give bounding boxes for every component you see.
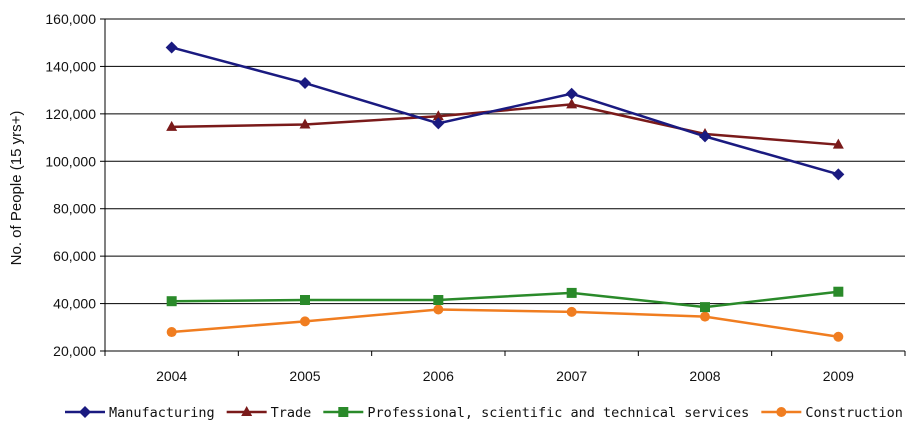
- y-tick-label: 20,000: [53, 343, 96, 359]
- professional-scientific-and-technical-services-point: [300, 295, 310, 306]
- series-trade: [166, 98, 844, 149]
- manufacturing-line: [171, 46, 839, 176]
- legend-label: Professional, scientific and technical s…: [367, 405, 749, 421]
- x-tick-label: 2006: [423, 368, 454, 384]
- construction-point: [300, 316, 310, 327]
- legend: Manufacturing Trade Professional, scientif…: [65, 405, 903, 421]
- construction-point: [166, 327, 177, 338]
- legend-item-construction: Construction: [761, 405, 903, 421]
- y-tick-label: 120,000: [45, 106, 96, 122]
- construction-point: [700, 311, 710, 322]
- y-tick-label: 160,000: [45, 11, 96, 27]
- professional-scientific-and-technical-services-point: [433, 295, 444, 306]
- x-tick-labels: 2004 2005 2006 2007 2008 2009: [156, 368, 854, 384]
- trade-point: [832, 138, 844, 149]
- series-manufacturing: [165, 41, 845, 181]
- legend-item-manufacturing: Manufacturing: [65, 405, 215, 421]
- professional-scientific-and-technical-services-point: [700, 302, 710, 313]
- professional-scientific-and-technical-services-point: [166, 296, 177, 307]
- manufacturing-point: [165, 41, 178, 54]
- trade-point: [566, 98, 578, 109]
- legend-label: Trade: [271, 405, 312, 421]
- legend-item-trade: Trade: [226, 405, 312, 421]
- y-axis-label: No. of People (15 yrs+): [8, 111, 25, 266]
- y-tick-labels: 20,000 40,000 60,000 80,000 100,000 120,000 14…: [45, 11, 96, 359]
- manufacturing-point: [832, 168, 845, 181]
- professional-scientific-and-technical-services-point: [833, 286, 844, 297]
- trade-point: [299, 118, 311, 129]
- series-professional-scientific-and-technical-services: [166, 286, 844, 313]
- x-tick-label: 2004: [156, 368, 187, 384]
- manufacturing-point: [299, 77, 311, 90]
- y-tick-label: 80,000: [53, 201, 96, 217]
- axes: [100, 18, 906, 356]
- legend-swatch-marker: [241, 406, 253, 416]
- construction-point: [833, 331, 844, 342]
- legend-label: Manufacturing: [109, 405, 215, 421]
- manufacturing-point: [565, 87, 578, 100]
- legend-swatch-marker: [79, 406, 91, 418]
- manufacturing-point: [699, 130, 711, 143]
- legend-item-professional-scientific-and-technical-services: Professional, scientific and technical s…: [323, 405, 749, 421]
- y-tick-label: 60,000: [53, 248, 96, 264]
- legend-swatch-marker: [338, 407, 349, 417]
- x-tick-label: 2009: [823, 368, 854, 384]
- x-tick-label: 2007: [556, 368, 587, 384]
- professional-scientific-and-technical-services-line: [171, 290, 839, 309]
- y-tick-label: 100,000: [45, 153, 96, 169]
- series-construction: [166, 304, 844, 342]
- series-group: [165, 41, 845, 342]
- professional-scientific-and-technical-services-point: [566, 287, 577, 298]
- manufacturing-point: [432, 117, 445, 130]
- y-tick-label: 40,000: [53, 296, 96, 312]
- x-tick-label: 2008: [689, 368, 720, 384]
- y-tick-label: 140,000: [45, 58, 96, 74]
- construction-point: [566, 306, 577, 317]
- legend-swatch-marker: [776, 407, 787, 417]
- trade-point: [432, 110, 444, 121]
- trade-point: [166, 120, 178, 131]
- construction-line: [171, 308, 839, 339]
- trade-line: [171, 103, 839, 146]
- construction-point: [433, 304, 444, 315]
- legend-label: Construction: [805, 405, 903, 421]
- x-tick-label: 2005: [289, 368, 320, 384]
